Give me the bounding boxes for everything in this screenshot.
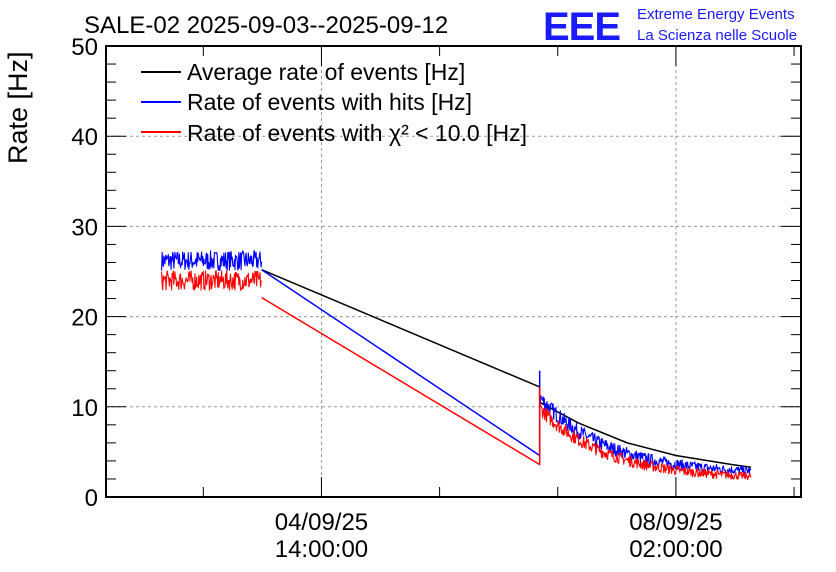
- chart-title: SALE-02 2025-09-03--2025-09-12: [84, 12, 448, 39]
- x-tick-date-label: 04/09/25: [275, 509, 368, 536]
- legend: Average rate of events [Hz] Rate of even…: [141, 59, 527, 146]
- y-tick-label: 50: [71, 34, 98, 61]
- series-average-line: [261, 269, 752, 468]
- logo-mark: EEE: [543, 5, 620, 49]
- x-tick-time-label: 02:00:00: [629, 536, 722, 563]
- series-layer: [161, 250, 752, 481]
- y-axis-label: Rate [Hz]: [3, 51, 33, 164]
- series-chi2-line: [261, 297, 541, 466]
- y-tick-label: 30: [71, 214, 98, 241]
- x-tick-date-label: 08/09/25: [629, 509, 722, 536]
- grid-layer: [106, 46, 801, 497]
- x-tick-time-label: 14:00:00: [275, 536, 368, 563]
- y-tick-label: 40: [71, 124, 98, 151]
- plot-frame: [105, 45, 802, 498]
- series-hits-noisy-segment: [539, 395, 752, 475]
- y-tick-label: 20: [71, 305, 98, 332]
- y-tick-label: 10: [71, 395, 98, 422]
- legend-label-hits: Rate of events with hits [Hz]: [187, 89, 472, 115]
- series-hits-line: [261, 269, 541, 457]
- logo-line-2: La Scienza nelle Scuole: [637, 27, 797, 44]
- logo-line-1: Extreme Energy Events: [637, 6, 795, 23]
- y-tick-label: 0: [85, 485, 98, 512]
- series-chi2-noisy-segment: [161, 270, 263, 291]
- axis-layer: [105, 45, 802, 498]
- logo: EEE Extreme Energy Events La Scienza nel…: [543, 5, 797, 49]
- series-chi2-noisy-segment: [539, 404, 752, 481]
- legend-label-average: Average rate of events [Hz]: [187, 59, 465, 85]
- series-hits-noisy-segment: [161, 250, 263, 272]
- legend-label-chi2: Rate of events with χ² < 10.0 [Hz]: [187, 120, 527, 146]
